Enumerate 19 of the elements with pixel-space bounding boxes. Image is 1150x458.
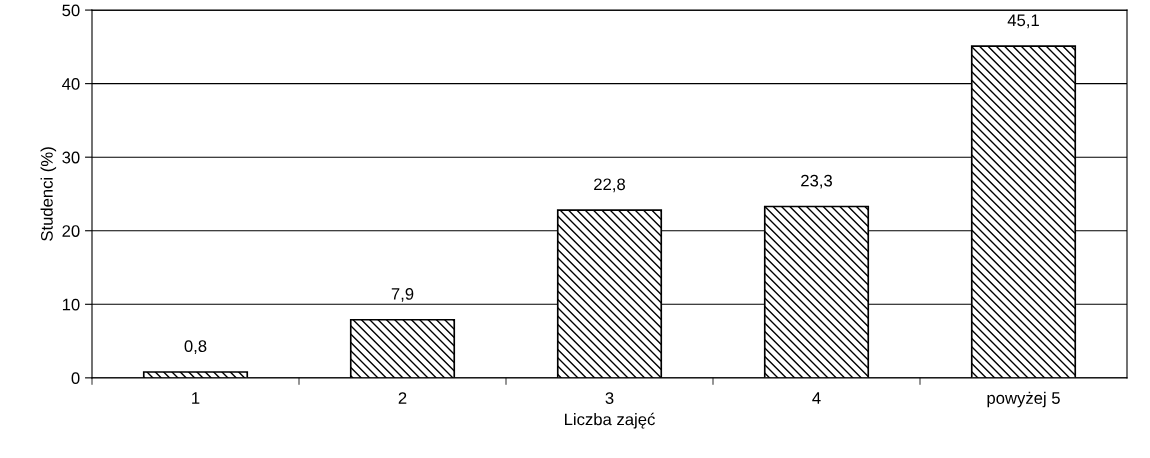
y-axis-title: Studenci (%)	[40, 147, 57, 241]
data-label: 22,8	[594, 178, 625, 193]
y-tick-label: 20	[62, 225, 80, 237]
x-axis-title: Liczba zajęć	[565, 412, 655, 429]
x-tick-label: powyżej 5	[987, 391, 1060, 408]
y-tick-label: 10	[62, 298, 80, 311]
data-label: 0,8	[184, 340, 207, 354]
x-tick-label: 3	[605, 392, 614, 404]
x-tick-label: 4	[812, 392, 821, 404]
data-label: 45,1	[1007, 14, 1039, 29]
x-tick-label: 2	[398, 392, 407, 404]
bar	[349, 318, 456, 378]
y-tick-label: 0	[71, 372, 80, 385]
y-tick-label: 50	[62, 4, 80, 17]
data-label: 7,9	[391, 287, 414, 302]
y-tick-label: 40	[62, 78, 80, 90]
y-tick-label: 30	[62, 151, 80, 164]
x-tick-label: 1	[192, 392, 200, 404]
data-label: 23,3	[801, 174, 832, 189]
